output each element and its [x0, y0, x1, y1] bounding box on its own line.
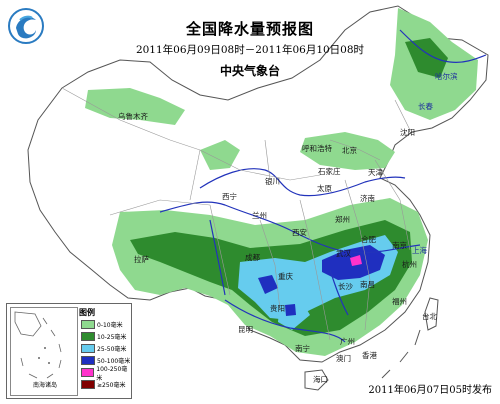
taiwan-island — [424, 297, 439, 331]
southeast-coast-border — [381, 329, 421, 379]
legend-box: 南海诸岛 图例 0-10毫米 10-25毫米 25-50毫米 50-100毫米 … — [6, 303, 132, 399]
city-kunming: 昆明 — [238, 325, 253, 334]
legend-item: 0-10毫米 — [81, 320, 123, 329]
city-nanchang: 南昌 — [360, 280, 375, 289]
legend-label: 10-25毫米 — [97, 334, 127, 341]
rivers — [159, 29, 487, 343]
city-aomen: 澳门 — [336, 354, 351, 363]
city-nanning: 南宁 — [295, 344, 310, 353]
city-chengdu: 成都 — [245, 253, 260, 262]
city-haikou: 海口 — [313, 375, 328, 384]
legend-label: 50-100毫米 — [97, 358, 131, 365]
city-yinchuan: 银川 — [265, 177, 280, 186]
published-time: 2011年06月07日05时发布 — [368, 385, 492, 396]
heilongjiang-river — [399, 29, 487, 63]
city-hohhot: 呼和浩特 — [302, 144, 332, 153]
forecast-period: 2011年06月09日08时－2011年06月10日08时 — [135, 44, 365, 56]
yellow-river — [199, 168, 406, 197]
city-tianjin: 天津 — [368, 168, 383, 177]
legend-item: 25-50毫米 — [81, 344, 126, 353]
city-taibei: 台北 — [422, 312, 437, 321]
legend-label: 0-10毫米 — [97, 322, 123, 329]
cma-logo — [8, 8, 44, 44]
legend-item: 50-100毫米 — [81, 356, 130, 365]
city-hefei: 合肥 — [361, 235, 376, 244]
city-changchun: 长春 — [418, 102, 433, 111]
city-jinan: 济南 — [360, 194, 375, 203]
precip-100-250 — [350, 255, 362, 266]
city-xian: 西安 — [292, 228, 307, 237]
legend-title: 图例 — [79, 308, 95, 317]
city-shijiazhuang: 石家庄 — [318, 167, 341, 176]
city-fuzhou: 福州 — [392, 297, 407, 306]
inset-map — [14, 311, 62, 379]
city-taiyuan: 太原 — [317, 184, 332, 193]
city-wuhan: 武汉 — [336, 249, 351, 258]
city-xining: 西宁 — [222, 192, 237, 201]
city-guangzhou: 广州 — [340, 337, 355, 346]
city-lhasa: 拉萨 — [134, 255, 149, 264]
agency-name: 中央气象台 — [219, 64, 280, 78]
city-shenyang: 沈阳 — [400, 128, 415, 137]
xiangjiang-river — [329, 269, 349, 316]
legend-swatch — [81, 380, 95, 389]
hainan-island — [304, 369, 329, 391]
city-zhengzhou: 郑州 — [335, 215, 350, 224]
city-shanghai: 上海 — [412, 246, 427, 255]
city-xianggang: 香港 — [362, 351, 377, 360]
city-lanzhou: 兰州 — [252, 211, 267, 220]
legend-swatch — [81, 320, 95, 329]
legend-label: 25-50毫米 — [97, 346, 127, 353]
legend-item: ≥250毫米 — [81, 380, 125, 389]
city-harbin: 哈尔滨 — [435, 72, 458, 81]
inset-label: 南海诸岛 — [33, 382, 58, 389]
legend-swatch — [81, 332, 95, 341]
city-beijing: 北京 — [342, 146, 357, 155]
city-nanjing: 南京 — [392, 241, 407, 250]
legend-label: 100-250毫米 — [96, 365, 128, 382]
lancang-river — [209, 219, 226, 296]
city-urumqi: 乌鲁木齐 — [118, 112, 148, 121]
legend-swatch — [81, 356, 95, 365]
legend-swatch — [81, 368, 95, 377]
pearl-river — [224, 299, 346, 343]
city-guiyang: 贵阳 — [270, 304, 285, 313]
city-hangzhou: 杭州 — [402, 260, 417, 269]
city-chongqing: 重庆 — [278, 272, 293, 281]
province-boundaries — [61, 87, 411, 341]
yangtze-river — [159, 201, 421, 254]
legend-item: 10-25毫米 — [81, 332, 126, 341]
legend-item: 100-250毫米 — [81, 366, 131, 382]
city-changsha: 长沙 — [338, 282, 353, 291]
map-title: 全国降水量预报图 — [185, 20, 314, 38]
legend-label: ≥250毫米 — [97, 382, 126, 389]
south-china-sea-inset: 南海诸岛 — [10, 307, 78, 396]
legend-swatch — [81, 344, 95, 353]
